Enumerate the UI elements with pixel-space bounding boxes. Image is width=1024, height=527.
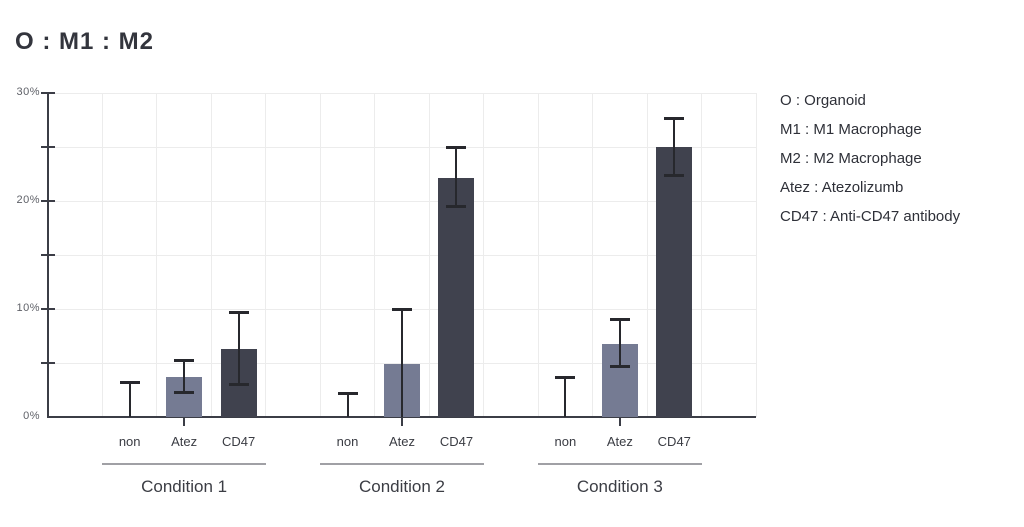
y-axis-tick (41, 308, 55, 310)
x-axis-label-condition1-cd47: CD47 (221, 434, 256, 449)
error-cap-bottom-condition3-atez (609, 365, 630, 369)
legend-item-cd47: CD47 : Anti-CD47 antibody (780, 208, 961, 225)
error-bar-condition1-atez (183, 359, 186, 394)
chart-title: O : M1 : M2 (15, 28, 155, 55)
error-cap-top-condition3-atez (609, 317, 630, 321)
group-tick (618, 417, 621, 426)
error-cap-bottom-condition3-cd47 (664, 174, 685, 178)
legend-item-atez: Atez : Atezolizumb (780, 179, 904, 196)
group-underline (320, 463, 484, 465)
x-axis-label-condition3-cd47: CD47 (657, 434, 691, 449)
bar-chart: 0% 10% 20% 30% non Atez CD47 Condition 1 non Atez… (16, 86, 757, 496)
y-axis-tick (41, 254, 55, 256)
error-bar-condition1-cd47 (237, 312, 240, 385)
error-cap-bottom-condition1-atez (174, 391, 195, 395)
x-axis-label-condition3-non: non (554, 434, 577, 449)
legend: O : Organoid M1 : M1 Macrophage M2 : M2 … (780, 86, 960, 231)
gridline-vertical (755, 93, 757, 417)
gridline-horizontal (48, 147, 756, 148)
error-cap-bottom-condition1-cd47 (228, 382, 249, 386)
y-axis-tick (41, 92, 55, 94)
y-axis-tick (41, 200, 55, 202)
x-axis-label-condition3-atez: Atez (606, 434, 633, 449)
error-cap-top-condition3-cd47 (664, 116, 685, 120)
x-axis-label-condition2-non: non (336, 434, 359, 449)
gridline-horizontal (48, 201, 756, 202)
error-cap-top-condition2-non (337, 392, 358, 396)
plot-area: 0% 10% 20% 30% non Atez CD47 Condition 1 non Atez… (16, 86, 757, 496)
bar-condition3-cd47 (656, 147, 693, 417)
group-underline (538, 463, 702, 465)
y-axis-label: 30% (16, 86, 40, 98)
x-axis-label-condition2-atez: Atez (388, 434, 415, 449)
y-axis-tick (41, 146, 55, 148)
group-label-2: Condition 2 (358, 477, 445, 496)
y-axis-tick (41, 362, 55, 364)
legend-item-organoid: O : Organoid (780, 92, 866, 109)
error-bar-condition2-atez (401, 309, 403, 417)
group-tick (401, 417, 403, 426)
bar-condition2-cd47 (438, 178, 475, 417)
error-bar-condition2-cd47 (455, 147, 458, 208)
error-bar-condition3-cd47 (673, 117, 676, 177)
x-axis-label-condition1-atez: Atez (171, 434, 198, 449)
error-bar-condition2-non (346, 393, 349, 417)
group-label-1: Condition 1 (141, 477, 228, 496)
error-cap-top-condition1-atez (174, 358, 195, 362)
y-axis-label: 10% (16, 302, 40, 314)
group-label-3: Condition 3 (576, 477, 663, 496)
gridline-horizontal (48, 93, 756, 94)
error-cap-top-condition3-non (555, 376, 576, 380)
y-axis-label: 20% (16, 194, 40, 206)
error-bar-condition1-non (128, 382, 131, 417)
legend-item-m1: M1 : M1 Macrophage (780, 121, 922, 138)
gridline-horizontal (48, 255, 756, 256)
y-axis-label: 0% (23, 410, 40, 422)
error-cap-top-condition2-cd47 (446, 146, 467, 149)
legend-item-m2: M2 : M2 Macrophage (780, 150, 922, 167)
x-axis-label-condition1-non: non (118, 434, 141, 449)
error-cap-top-condition2-atez (392, 308, 412, 311)
error-cap-bottom-condition2-cd47 (446, 205, 467, 209)
error-cap-top-condition1-cd47 (228, 311, 249, 315)
x-axis-label-condition2-cd47: CD47 (439, 434, 474, 449)
error-bar-condition3-non (564, 377, 567, 417)
error-bar-condition3-atez (618, 318, 621, 368)
group-underline (102, 463, 266, 465)
group-tick (183, 417, 186, 426)
error-cap-top-condition1-non (119, 381, 140, 385)
